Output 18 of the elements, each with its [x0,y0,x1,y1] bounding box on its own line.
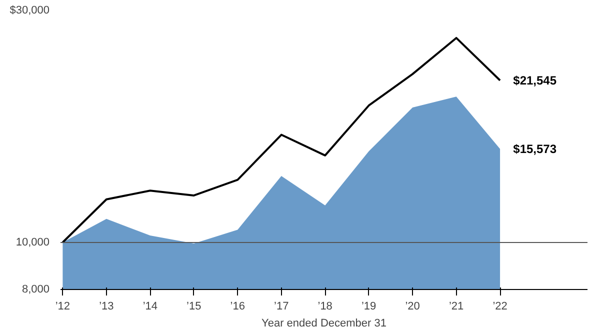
x-tick-label: ’16 [230,300,245,312]
line-series [62,36,502,244]
x-axis-title: Year ended December 31 [262,318,386,330]
data-label: $15,573 [513,142,557,156]
x-tick-label: ’13 [99,300,114,312]
y-tick-label: 10,000 [16,236,50,248]
x-tick-label: ’21 [448,300,464,312]
data-label: $21,545 [513,73,557,88]
x-tick-label: ’12 [55,300,70,312]
y-tick-label: 8,000 [22,284,50,296]
x-tick-label: ’22 [492,300,508,312]
y-tick-label: $30,000 [10,4,50,16]
x-tick-label: ’17 [274,300,289,312]
x-tick-label: ’20 [405,300,420,312]
x-tick-label: ’15 [186,300,202,312]
x-tick-label: ’19 [361,300,376,312]
x-tick-label: ’14 [142,300,158,312]
x-tick-label: ’18 [318,300,332,312]
